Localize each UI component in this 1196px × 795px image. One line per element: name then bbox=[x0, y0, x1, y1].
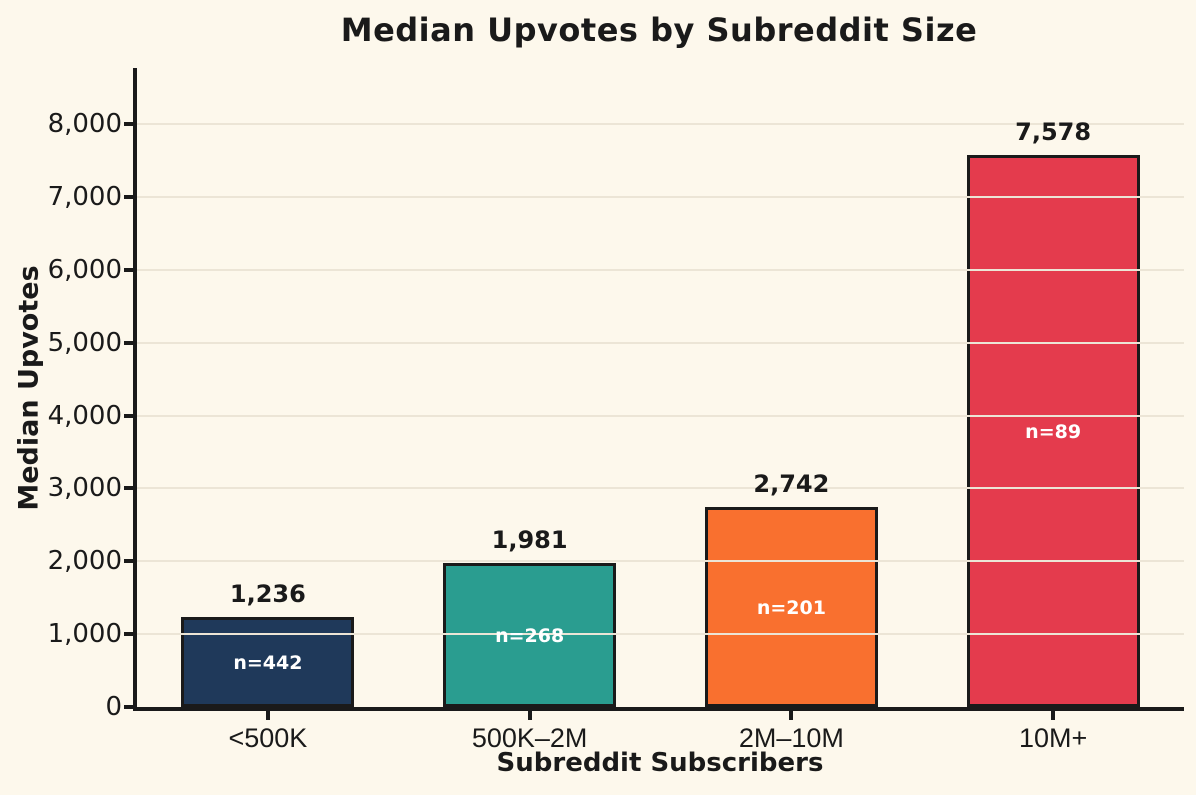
y-tick-mark bbox=[124, 705, 133, 709]
y-tick-mark bbox=[124, 413, 133, 418]
bar-value-label: 2,742 bbox=[753, 470, 830, 498]
y-tick-label: 0 bbox=[105, 692, 122, 722]
x-tick-mark bbox=[1051, 711, 1056, 720]
x-tick-mark bbox=[527, 711, 532, 720]
bar-value-label: 1,981 bbox=[491, 526, 568, 554]
bar-sample-size-label: n=201 bbox=[756, 597, 826, 619]
x-tick-label: <500K bbox=[228, 723, 308, 753]
plot-area: 1,236 n=442 1,981 n=268 2,742 n=201 7,578 n=89 bbox=[133, 68, 1184, 711]
y-tick-label: 3,000 bbox=[47, 473, 122, 504]
y-tick-label: 5,000 bbox=[47, 327, 122, 358]
x-tick-label: 10M+ bbox=[1018, 723, 1088, 753]
x-tick-mark bbox=[789, 711, 794, 720]
y-tick-mark bbox=[124, 340, 133, 345]
y-tick-mark bbox=[124, 122, 133, 127]
bar-sample-size-label: n=268 bbox=[495, 625, 565, 647]
bar-labels-layer: 1,236 n=442 1,981 n=268 2,742 n=201 7,578 n=89 bbox=[137, 68, 1184, 707]
y-tick-label: 7,000 bbox=[47, 181, 122, 212]
y-tick-mark bbox=[124, 559, 133, 564]
x-axis-title: Subreddit Subscribers bbox=[496, 748, 824, 778]
y-tick-mark bbox=[124, 267, 133, 272]
bar bbox=[181, 617, 355, 707]
bar-value-label: 1,236 bbox=[229, 580, 306, 608]
y-axis-title: Median Upvotes bbox=[13, 265, 45, 511]
bar-sample-size-label: n=89 bbox=[1025, 421, 1082, 443]
y-tick-label: 1,000 bbox=[47, 619, 122, 650]
y-tick-mark bbox=[124, 486, 133, 491]
bar bbox=[704, 507, 878, 707]
x-tick-label: 2M–10M bbox=[738, 723, 844, 753]
bar bbox=[966, 155, 1140, 707]
chart-title: Median Upvotes by Subreddit Size bbox=[340, 11, 978, 49]
y-tick-label: 2,000 bbox=[47, 546, 122, 577]
y-tick-label: 6,000 bbox=[47, 254, 122, 285]
bar-sample-size-label: n=442 bbox=[233, 652, 303, 674]
y-tick-label: 4,000 bbox=[47, 400, 122, 431]
y-tick-label: 8,000 bbox=[47, 109, 122, 140]
x-tick-label: 500K–2M bbox=[471, 723, 588, 753]
y-tick-mark bbox=[124, 194, 133, 199]
bars-layer bbox=[137, 68, 1184, 707]
x-tick-mark bbox=[265, 711, 270, 720]
bar-value-label: 7,578 bbox=[1015, 118, 1092, 146]
y-tick-mark bbox=[124, 632, 133, 637]
